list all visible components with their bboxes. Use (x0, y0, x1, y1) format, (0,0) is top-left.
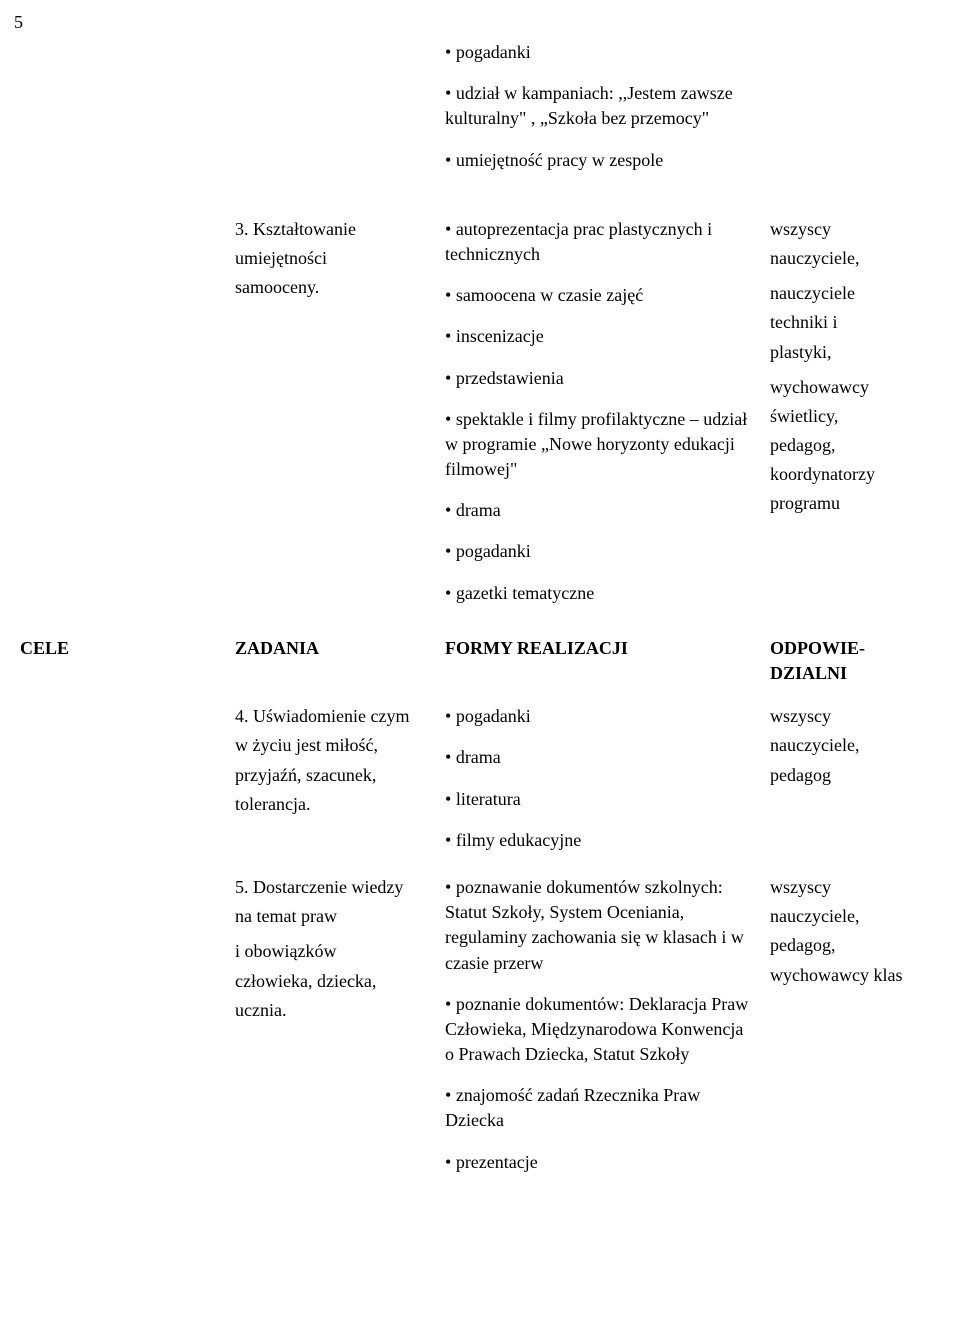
resp-line: świetlicy, (770, 404, 945, 429)
resp-line: nauczyciele, (770, 904, 945, 929)
form-item: drama (445, 745, 752, 770)
resp-line: pedagog, (770, 933, 945, 958)
form-item: pogadanki (445, 539, 752, 564)
resp-line: wszyscy (770, 704, 945, 729)
task-5: 5. Dostarczenie wiedzy na temat praw i o… (235, 875, 445, 1027)
task-line: 4. Uświadomienie czym (235, 704, 427, 729)
top-bullet: udział w kampaniach: ,,Jestem zawsze kul… (445, 81, 752, 131)
form-item: literatura (445, 787, 752, 812)
section-header: CELE ZADANIA FORMY REALIZACJI ODPOWIE- D… (120, 636, 900, 686)
task-line: 3. Kształtowanie (235, 217, 427, 242)
form-item: znajomość zadań Rzecznika Praw Dziecka (445, 1083, 752, 1133)
resp-line: programu (770, 491, 945, 516)
page-content: pogadanki udział w kampaniach: ,,Jestem … (120, 40, 900, 1191)
resp-line: nauczyciele, (770, 246, 945, 271)
task-line: w życiu jest miłość, (235, 733, 427, 758)
top-bullet: umiejętność pracy w zespole (445, 148, 752, 173)
page-number: 5 (14, 10, 23, 35)
responsible-4: wszyscy nauczyciele, pedagog (770, 704, 945, 792)
form-item: przedstawienia (445, 366, 752, 391)
task-line: człowieka, dziecka, (235, 969, 427, 994)
task-line: i obowiązków (235, 939, 427, 964)
task-line: umiejętności (235, 246, 427, 271)
form-item: autoprezentacja prac plastycznych i tech… (445, 217, 752, 267)
responsible-3: wszyscy nauczyciele, nauczyciele technik… (770, 217, 945, 521)
resp-line: wszyscy (770, 875, 945, 900)
form-item: prezentacje (445, 1150, 752, 1175)
form-item: samoocena w czasie zajęć (445, 283, 752, 308)
task-4: 4. Uświadomienie czym w życiu jest miłoś… (235, 704, 445, 821)
resp-line: koordynatorzy (770, 462, 945, 487)
task-line: samooceny. (235, 275, 427, 300)
forms-5: poznawanie dokumentów szkolnych: Statut … (445, 875, 770, 1191)
form-item: poznawanie dokumentów szkolnych: Statut … (445, 875, 752, 976)
resp-line: pedagog (770, 763, 945, 788)
header-cele: CELE (20, 636, 235, 661)
task-line: na temat praw (235, 904, 427, 929)
resp-line: pedagog, (770, 433, 945, 458)
form-item: spektakle i filmy profilaktyczne – udzia… (445, 407, 752, 483)
responsible-5: wszyscy nauczyciele, pedagog, wychowawcy… (770, 875, 945, 992)
header-odpowiedzialni: ODPOWIE- DZIALNI (770, 636, 945, 686)
resp-line: wychowawcy (770, 375, 945, 400)
form-item: filmy edukacyjne (445, 828, 752, 853)
forms-3: autoprezentacja prac plastycznych i tech… (445, 217, 770, 622)
task-line: 5. Dostarczenie wiedzy (235, 875, 427, 900)
resp-line: nauczyciele, (770, 733, 945, 758)
form-item: poznanie dokumentów: Deklaracja Praw Czł… (445, 992, 752, 1068)
top-bullet: pogadanki (445, 40, 752, 65)
resp-line: plastyki, (770, 340, 945, 365)
header-formy: FORMY REALIZACJI (445, 636, 770, 661)
form-item: gazetki tematyczne (445, 581, 752, 606)
forms-4: pogadanki drama literatura filmy edukacy… (445, 704, 770, 869)
form-item: inscenizacje (445, 324, 752, 349)
form-item: drama (445, 498, 752, 523)
form-item: pogadanki (445, 704, 752, 729)
task-line: tolerancja. (235, 792, 427, 817)
resp-line: techniki i (770, 310, 945, 335)
task-line: przyjaźń, szacunek, (235, 763, 427, 788)
resp-line: nauczyciele (770, 281, 945, 306)
resp-line: wszyscy (770, 217, 945, 242)
resp-line: wychowawcy klas (770, 963, 945, 988)
task-3: 3. Kształtowanie umiejętności samooceny. (235, 217, 445, 305)
task-line: ucznia. (235, 998, 427, 1023)
header-zadania: ZADANIA (235, 636, 445, 661)
